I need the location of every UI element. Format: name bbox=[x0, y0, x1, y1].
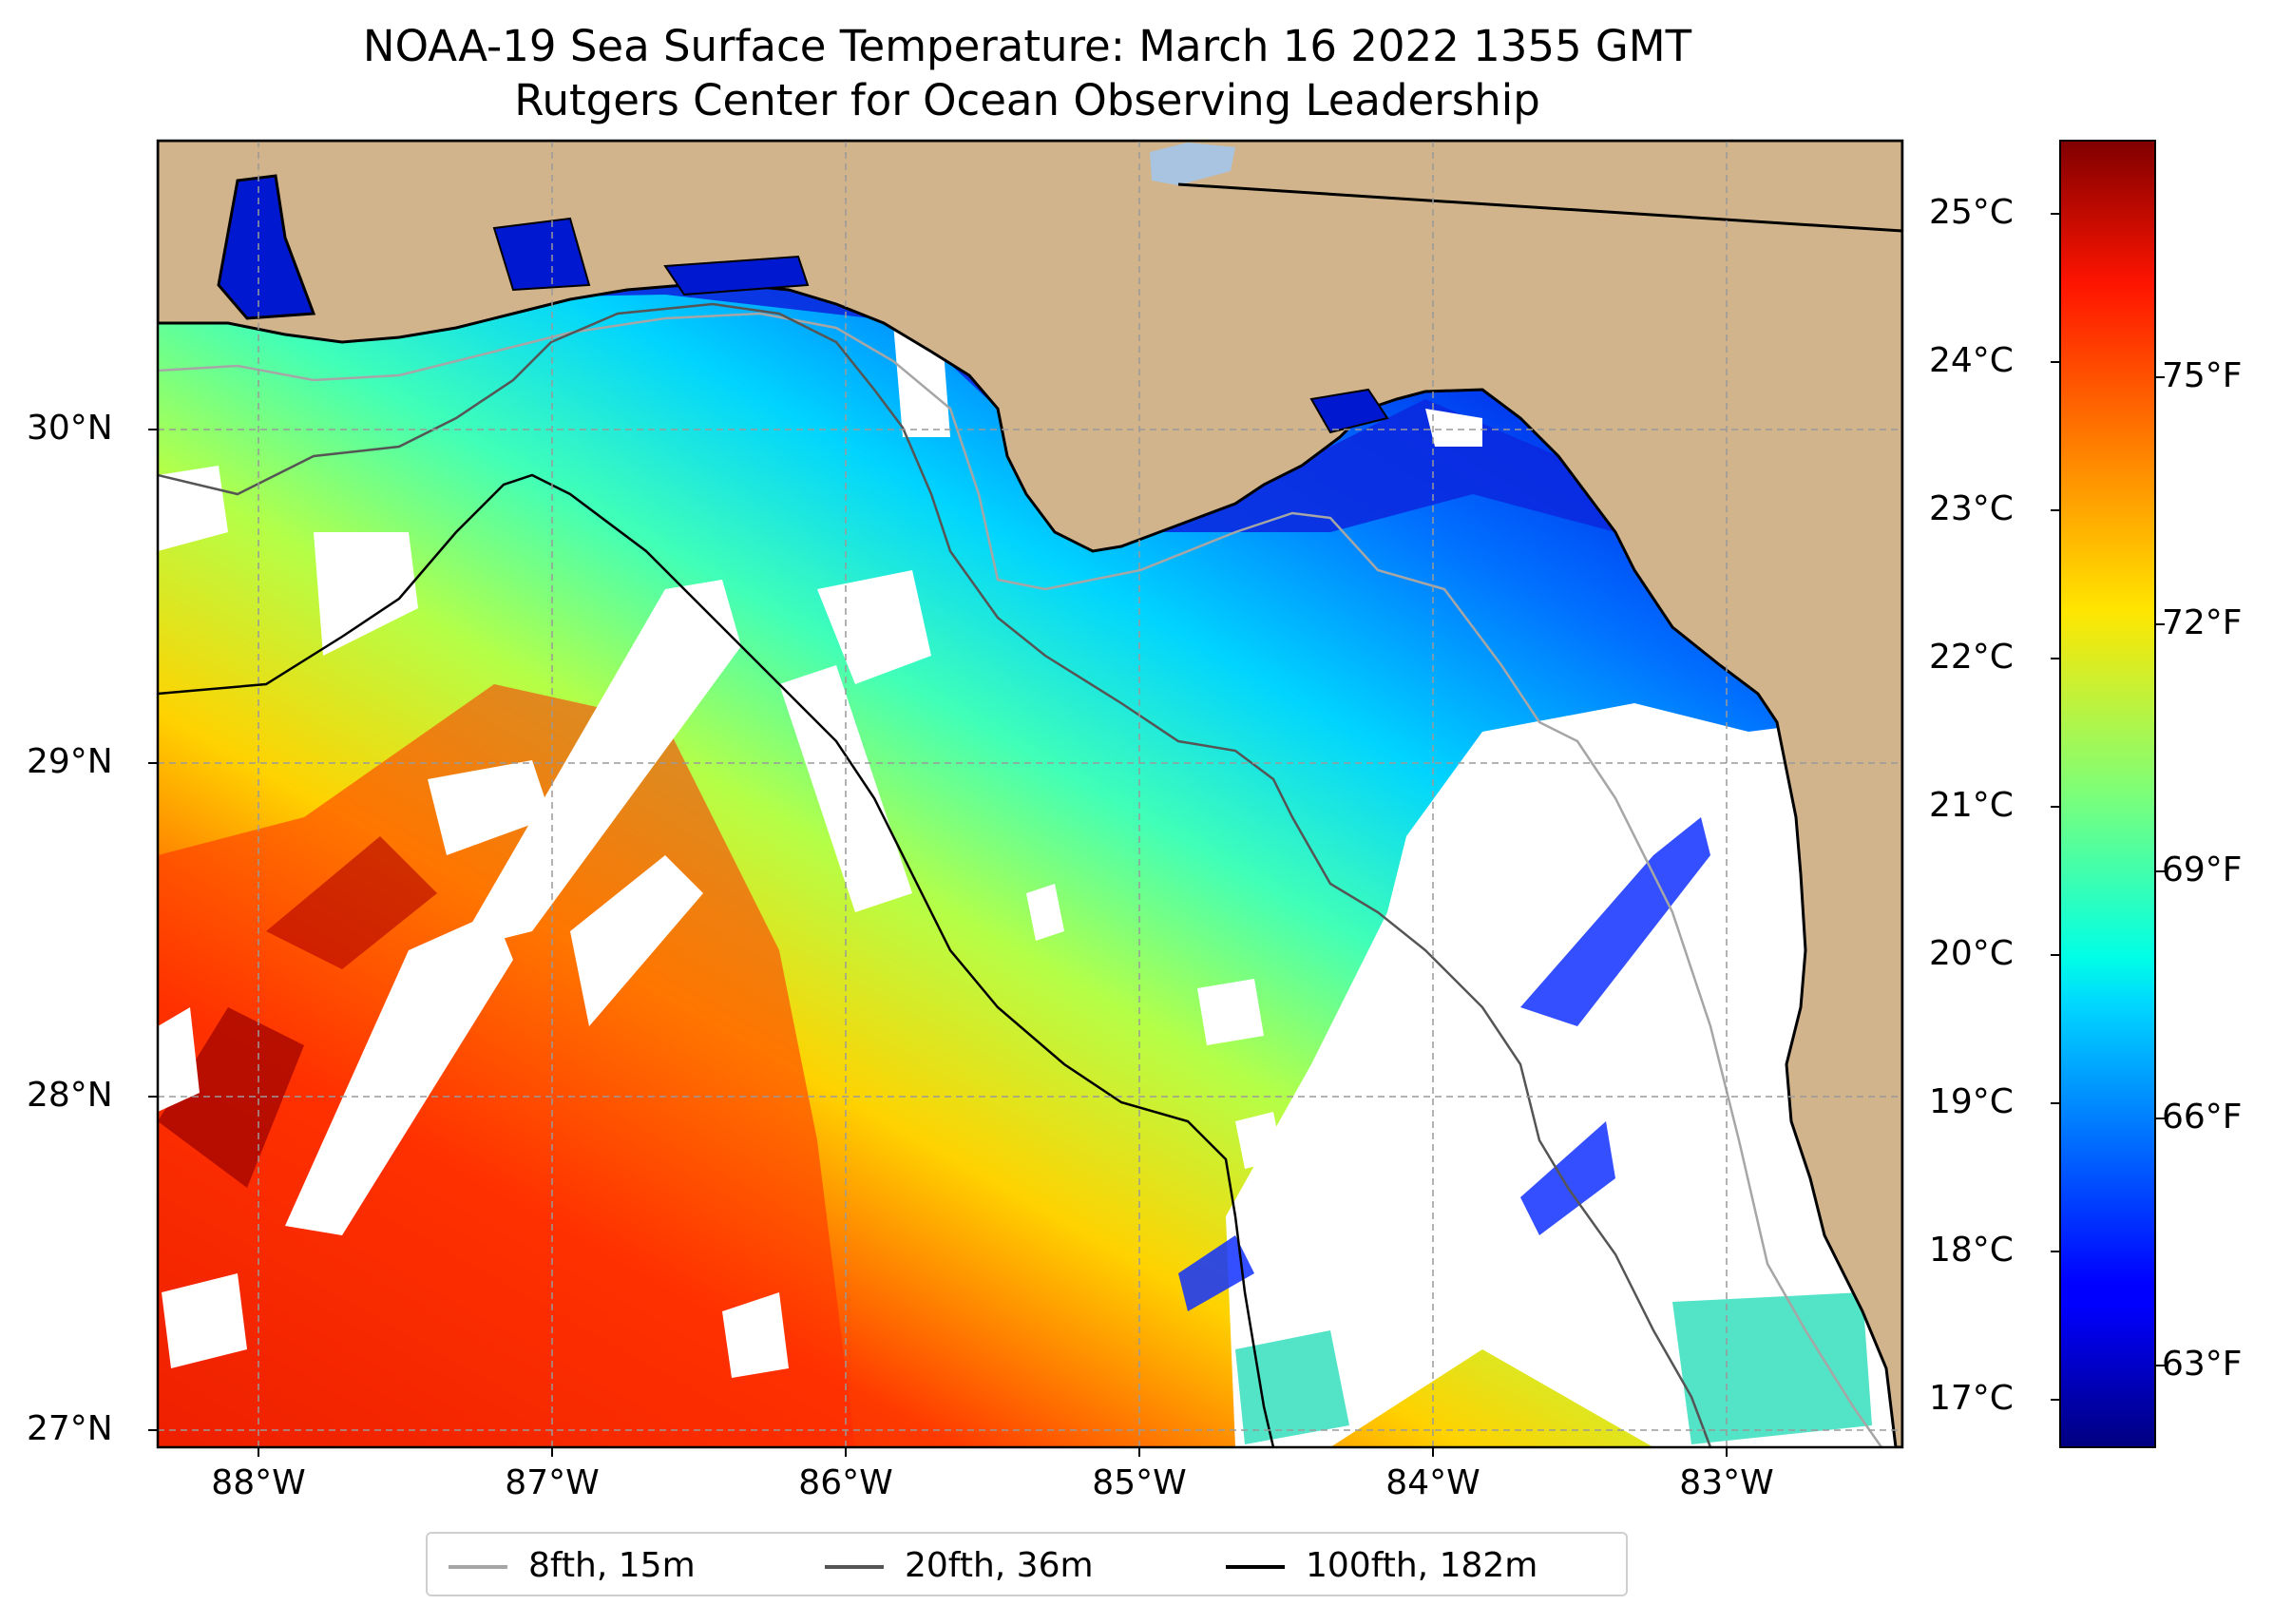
choctawhatchee-bay bbox=[663, 255, 810, 296]
legend-label-100fth: 100fth, 182m bbox=[1306, 1546, 1538, 1585]
legend-swatch-100fth bbox=[1226, 1565, 1285, 1569]
contour-legend: 8fth, 15m 20fth, 36m 100fth, 182m bbox=[426, 1532, 1628, 1596]
legend-swatch-20fth bbox=[825, 1565, 884, 1569]
map-title: NOAA-19 Sea Surface Temperature: March 1… bbox=[362, 21, 1692, 71]
map-subtitle: Rutgers Center for Ocean Observing Leade… bbox=[514, 75, 1540, 125]
colorbar-label-23c: 23°C bbox=[1929, 489, 2014, 528]
colorbar-label-25c: 25°C bbox=[1929, 193, 2014, 232]
lat-label-27n: 27°N bbox=[27, 1409, 113, 1448]
pensacola-bay bbox=[492, 217, 591, 292]
gridlines bbox=[158, 141, 1902, 1447]
lon-label-88w: 88°W bbox=[211, 1463, 306, 1502]
legend-swatch-8fth bbox=[449, 1565, 507, 1569]
map-area bbox=[158, 141, 1902, 1447]
lake bbox=[1150, 143, 1235, 185]
colorbar-label-21c: 21°C bbox=[1929, 786, 2014, 825]
colorbar-label-22c: 22°C bbox=[1929, 638, 2014, 677]
warmest-water-patch bbox=[266, 836, 437, 969]
colorbar-label-69f: 69°F bbox=[2162, 850, 2243, 889]
axis-ticks bbox=[148, 429, 1728, 1457]
contour-8fth bbox=[158, 312, 1883, 1447]
lat-label-28n: 28°N bbox=[27, 1076, 113, 1115]
legend-label-8fth: 8fth, 15m bbox=[528, 1546, 696, 1585]
colorbar-label-17c: 17°C bbox=[1929, 1379, 2014, 1418]
contour-20fth bbox=[158, 302, 1712, 1447]
lon-label-84w: 84°W bbox=[1385, 1463, 1480, 1502]
colorbar-label-66f: 66°F bbox=[2162, 1098, 2243, 1137]
lon-label-83w: 83°W bbox=[1679, 1463, 1774, 1502]
lon-label-85w: 85°W bbox=[1092, 1463, 1187, 1502]
apalachee-bay-inlet bbox=[1309, 388, 1389, 434]
colorbar-celsius-ticks bbox=[2051, 213, 2060, 1401]
no-data-mask bbox=[158, 314, 1902, 1447]
cloud-edge-water bbox=[1235, 1292, 1872, 1444]
colorbar-label-18c: 18°C bbox=[1929, 1231, 2014, 1270]
colorbar-fahrenheit-ticks bbox=[2155, 376, 2165, 1366]
mobile-bay bbox=[217, 174, 316, 320]
colorbar-label-63f: 63°F bbox=[2162, 1345, 2243, 1384]
colorbar-label-72f: 72°F bbox=[2162, 603, 2243, 642]
map-frame bbox=[156, 139, 1904, 1449]
colorbar-label-19c: 19°C bbox=[1929, 1082, 2014, 1121]
lon-label-86w: 86°W bbox=[798, 1463, 893, 1502]
state-boundary bbox=[1177, 182, 1902, 233]
colorbar-label-24c: 24°C bbox=[1929, 341, 2014, 380]
warmest-water-region bbox=[158, 1007, 304, 1188]
lat-label-29n: 29°N bbox=[27, 742, 113, 781]
colorbar-label-20c: 20°C bbox=[1929, 934, 2014, 973]
colorbar-label-75f: 75°F bbox=[2162, 356, 2243, 395]
lat-label-30n: 30°N bbox=[27, 409, 113, 448]
cold-water-patches bbox=[1178, 817, 1710, 1311]
lon-label-87w: 87°W bbox=[505, 1463, 600, 1502]
legend-label-20fth: 20fth, 36m bbox=[905, 1546, 1094, 1585]
colorbar bbox=[2059, 140, 2156, 1448]
contour-100fth bbox=[158, 473, 1275, 1447]
